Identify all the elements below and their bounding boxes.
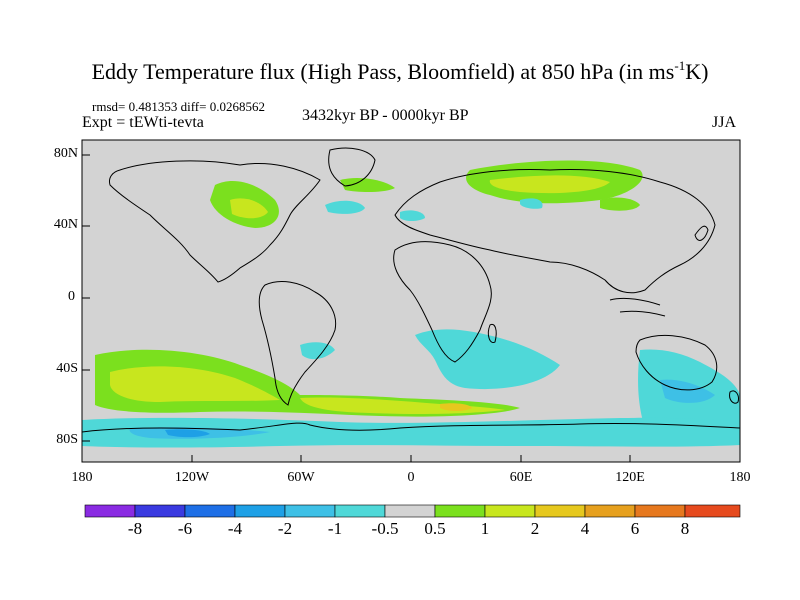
anomaly-europe-negative xyxy=(400,210,425,221)
coast-indonesia xyxy=(609,297,666,317)
colorbar-box-6 xyxy=(334,504,386,518)
anomaly-asia-negative xyxy=(520,198,543,209)
colorbar-box-4 xyxy=(234,504,286,518)
coast-greenland xyxy=(328,147,376,187)
colorbar-box-11 xyxy=(584,504,636,518)
stats-label: rmsd= 0.481353 diff= 0.0268562 xyxy=(92,99,265,114)
colorbar-box-7 xyxy=(384,504,436,518)
title-main: Eddy Temperature flux (High Pass, Bloomf… xyxy=(91,59,675,84)
x-axis-ticks xyxy=(81,455,741,462)
colorbar-box-13 xyxy=(684,504,741,518)
period-label: 3432kyr BP - 0000kyr BP xyxy=(302,107,469,124)
colorbar-label-3: -4 xyxy=(227,519,243,538)
anomaly-spacific-inner xyxy=(110,366,280,402)
colorbar xyxy=(84,504,741,518)
title-tail: K) xyxy=(685,59,709,84)
colorbar-label-9: 2 xyxy=(530,519,540,538)
coast-australia xyxy=(635,335,718,391)
experiment-label: Expt = tEWti-tevta xyxy=(82,114,204,131)
figure-title: Eddy Temperature flux (High Pass, Bloomf… xyxy=(0,58,800,85)
colorbar-box-9 xyxy=(484,504,536,518)
colorbar-label-4: -2 xyxy=(277,519,293,538)
anomaly-australia-inner xyxy=(660,379,715,403)
coast-madagascar xyxy=(487,323,497,344)
anomaly-arctic-positive-inner xyxy=(489,175,610,194)
x-label-180e: 180 xyxy=(729,470,751,485)
colorbar-box-1 xyxy=(84,504,136,518)
colorbar-label-6: -0.5 xyxy=(371,519,399,538)
coast-eurasia xyxy=(394,169,716,294)
x-label-60w: 60W xyxy=(287,470,315,485)
anomaly-satlantic-peak xyxy=(440,403,472,411)
colorbar-box-2 xyxy=(134,504,186,518)
x-label-60e: 60E xyxy=(509,470,533,485)
colorbar-label-8: 1 xyxy=(480,519,490,538)
coast-japan xyxy=(694,225,709,241)
title-superscript: -1 xyxy=(674,58,686,73)
anomaly-antarctic-negative xyxy=(82,417,740,448)
x-label-120w: 120W xyxy=(174,470,210,485)
x-label-0: 0 xyxy=(407,470,415,485)
y-axis-ticks xyxy=(82,154,90,442)
y-label-80n: 80N xyxy=(53,146,78,161)
coast-south-america xyxy=(258,281,337,406)
colorbar-label-11: 6 xyxy=(630,519,640,538)
x-label-120e: 120E xyxy=(615,470,645,485)
y-label-40n: 40N xyxy=(53,217,78,232)
season-label: JJA xyxy=(712,114,737,131)
coast-antarctica xyxy=(82,422,740,433)
colorbar-box-12 xyxy=(634,504,686,518)
anomaly-fields xyxy=(82,160,740,448)
colorbar-box-8 xyxy=(434,504,486,518)
anomaly-antarctic-core xyxy=(165,429,210,438)
colorbar-box-3 xyxy=(184,504,236,518)
x-label-180w: 180 xyxy=(71,470,93,485)
colorbar-box-10 xyxy=(534,504,586,518)
colorbar-label-10: 4 xyxy=(580,519,590,538)
y-label-80s: 80S xyxy=(56,432,78,447)
colorbar-box-5 xyxy=(284,504,336,518)
y-label-0: 0 xyxy=(68,289,75,304)
coast-new-zealand xyxy=(729,390,739,404)
colorbar-label-2: -6 xyxy=(177,519,193,538)
coast-africa xyxy=(393,241,492,363)
anomaly-arctic-east xyxy=(600,197,640,211)
colorbar-label-1: -8 xyxy=(127,519,143,538)
y-label-40s: 40S xyxy=(56,361,78,376)
anomaly-arctic-canada xyxy=(340,177,395,193)
colorbar-label-5: -1 xyxy=(327,519,343,538)
coast-north-america xyxy=(109,160,321,283)
anomaly-safrica-negative xyxy=(415,329,560,390)
colorbar-label-12: 8 xyxy=(680,519,690,538)
anomaly-natlantic-negative xyxy=(325,200,365,214)
colorbar-label-7: 0.5 xyxy=(424,519,446,538)
coastlines xyxy=(82,147,740,433)
anomaly-namerica-inner xyxy=(230,198,268,219)
